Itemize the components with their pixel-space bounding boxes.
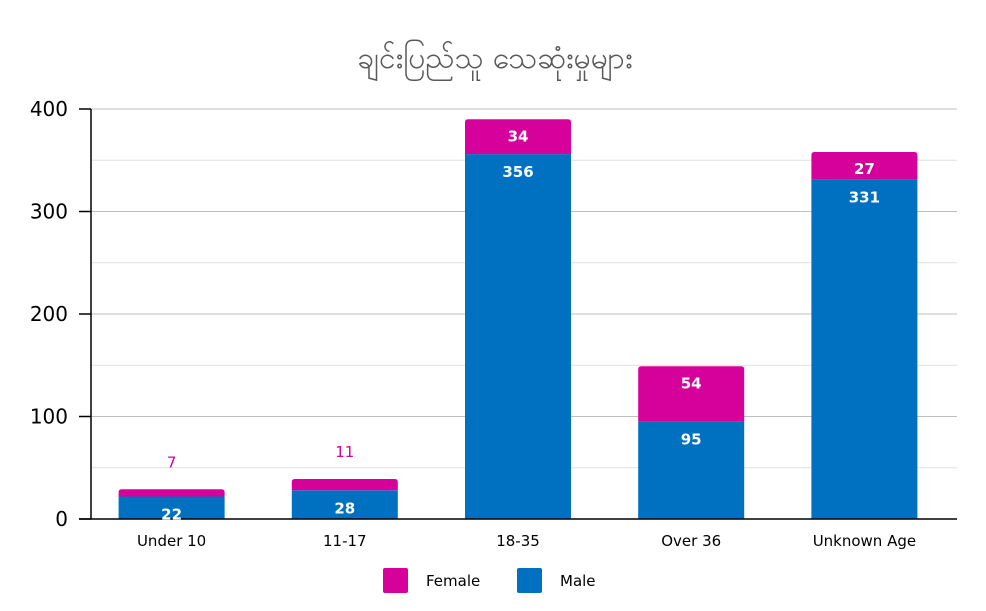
bar-female [811,152,918,180]
bar-female [118,489,225,497]
data-label-male: 95 [681,431,702,449]
bar-male [811,179,918,519]
x-tick-label: Unknown Age [813,532,916,550]
data-label-female: 54 [681,374,702,392]
data-labels: 22 7 28 11 34 356 54 95 27 331 [161,127,880,523]
bar-female [465,119,571,155]
data-label-male: 22 [161,505,182,523]
data-label-female: 7 [167,453,177,471]
data-label-female: 34 [508,127,529,145]
legend-label-female: Female [426,572,480,590]
bar-male [638,421,745,519]
bar-female [638,366,745,422]
bar-female [291,479,398,491]
y-tick-label: 200 [30,302,68,326]
legend-label-male: Male [560,572,596,590]
data-label-male: 356 [502,163,533,181]
x-tick-label: 11-17 [323,532,367,550]
bar-male [291,490,398,519]
y-tick-label: 0 [55,507,68,531]
legend: Female Male [383,568,596,593]
data-label-male: 28 [334,499,355,517]
bar-male [118,496,225,519]
legend-swatch-female [383,568,408,593]
y-tick-label: 100 [30,405,68,429]
x-tick-label: 18-35 [496,532,540,550]
x-tick-label: Over 36 [661,532,721,550]
legend-swatch-male [517,568,542,593]
data-label-male: 331 [849,189,880,207]
data-label-female: 11 [335,443,354,461]
x-tick-label: Under 10 [137,532,206,550]
bar-male [465,154,571,519]
data-label-female: 27 [854,160,875,178]
bars [118,119,918,519]
axes: 0 100 200 300 400 Under 10 11-17 18-35 Over 36 Un… [30,97,957,550]
y-tick-label: 400 [30,97,68,121]
y-tick-label: 300 [30,200,68,224]
chart-title: ချင်းပြည်သူ သေဆုံးမှုများ [357,39,632,82]
